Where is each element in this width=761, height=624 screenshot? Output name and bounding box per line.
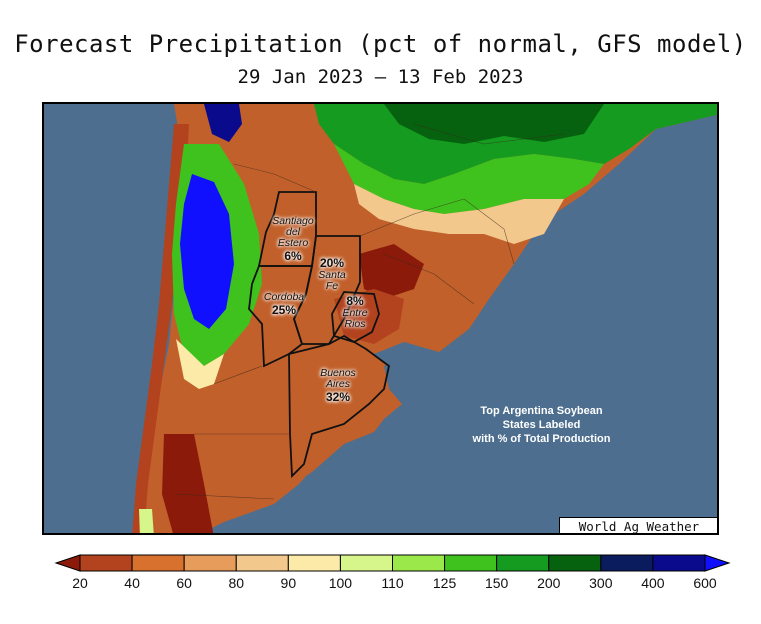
legend-segment [183, 554, 237, 572]
state-label-cordoba: Cordoba 25% [263, 291, 305, 318]
legend-segment [600, 554, 654, 572]
legend-tick-label: 40 [124, 575, 140, 591]
legend-tick-label: 20 [72, 575, 88, 591]
boundary-buenos-aires [288, 334, 391, 479]
rio-de-la-plata [374, 342, 439, 366]
map-date-range: 29 Jan 2023 – 13 Feb 2023 [237, 66, 524, 88]
legend-segment [496, 554, 550, 572]
dry-core [359, 244, 424, 299]
legend-tick-label: 125 [432, 575, 457, 591]
boundary-entre-rios [331, 291, 380, 343]
legend-segment [131, 554, 185, 572]
background-borders [173, 123, 565, 500]
state-label-buenos-aires: Buenos Aires 32% [320, 367, 356, 405]
map-annotation: Top Argentina Soybean States Labeled wit… [454, 404, 629, 446]
legend-segment [339, 554, 393, 572]
legend-tick-label: 90 [280, 575, 297, 591]
legend-segment [444, 554, 498, 572]
legend-tick-label: 100 [328, 575, 353, 591]
wet-belt-light [334, 144, 604, 214]
legend-segment [652, 554, 706, 572]
legend-tick-label: 150 [484, 575, 509, 591]
andes-wet-blue [180, 174, 234, 329]
legend-segment [235, 554, 289, 572]
state-label-entre-rios: 8% Entre Rios [342, 294, 368, 330]
land-mass [136, 104, 717, 533]
wet-belt-fringe [354, 184, 564, 244]
legend-segment [79, 554, 133, 572]
state-label-santiago-del-estero: Santiago del Estero 6% [272, 215, 314, 264]
legend-tick-label: 600 [693, 575, 717, 591]
color-legend-bar [54, 554, 731, 572]
legend-segment [287, 554, 341, 572]
annotation-line-2: States Labeled [502, 419, 581, 431]
map-canvas [44, 104, 717, 533]
legend-segment-above-max [704, 554, 731, 572]
andes-fringe [176, 339, 224, 389]
legend-tick-label: 400 [641, 575, 665, 591]
map-title: Forecast Precipitation (pct of normal, G… [14, 30, 747, 58]
legend-tick-label: 200 [537, 575, 561, 591]
precipitation-map: Santiago del Estero 6% 20% Santa Fe Cord… [42, 102, 719, 535]
wet-belt-dark [384, 104, 604, 144]
state-label-santa-fe: 20% Santa Fe [318, 256, 346, 292]
legend-tick-label: 300 [589, 575, 613, 591]
state-boundaries [248, 191, 391, 479]
andes-south-fringe [139, 509, 154, 533]
legend-segment-below-min [54, 554, 81, 572]
legend-tick-label: 80 [228, 575, 245, 591]
legend-tick-label: 110 [381, 575, 404, 591]
brand-label: World Ag Weather [559, 517, 717, 533]
legend-tick-label: 60 [176, 575, 192, 591]
dry-south [162, 434, 214, 533]
andes-wet-blue-north [204, 104, 242, 142]
annotation-line-1: Top Argentina Soybean [480, 405, 603, 417]
annotation-line-3: with % of Total Production [472, 433, 611, 445]
legend-segment [392, 554, 446, 572]
legend-segment [548, 554, 602, 572]
